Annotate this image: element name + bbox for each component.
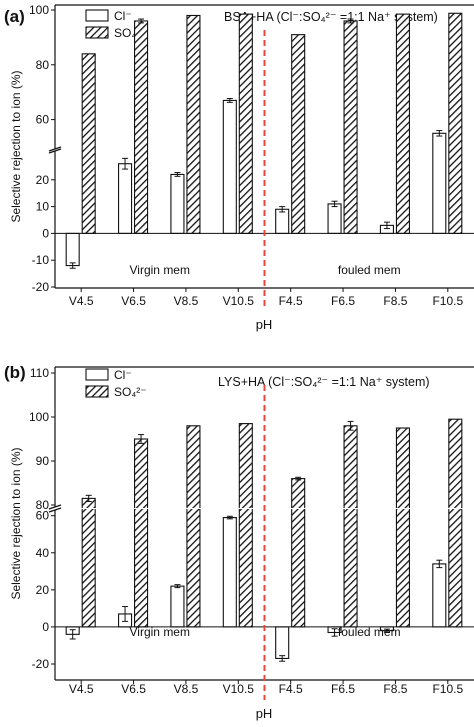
bar-so4-F10.5: [448, 418, 463, 628]
x-tick-label: V10.5: [223, 682, 255, 696]
panel-a-label: (a): [4, 7, 25, 26]
bar-so4-V10.5: [238, 13, 253, 234]
y-tick-label: 60: [36, 509, 50, 523]
axis-break-mark: [48, 507, 62, 513]
axis-break-mark: [48, 146, 62, 152]
x-tick-label: F10.5: [432, 682, 463, 696]
bar-so4-V10.5: [238, 423, 253, 628]
bar-cl-F6.5: [327, 203, 342, 234]
chart-panel-b: (b) LYS+HA (Cl⁻:SO₄²⁻ =1:1 Na⁺ system) S…: [4, 363, 474, 721]
x-tick-label: F8.5: [383, 682, 407, 696]
y-tick-label: 100: [29, 3, 49, 17]
bar-cl-F10.5: [432, 563, 447, 628]
bar-cl-V8.5: [170, 173, 185, 234]
bar-cl-V6.5: [118, 163, 133, 234]
y-tick-label: 0: [42, 620, 49, 634]
bar-so4-V6.5: [134, 438, 149, 628]
bar-so4-F6.5: [343, 20, 358, 234]
bar-so4-F6.5: [343, 425, 358, 628]
x-tick-label: F6.5: [331, 294, 355, 308]
legend-swatch: [85, 368, 109, 381]
panel-b-ylabel: Selective rejection to ion (%): [9, 447, 23, 599]
y-tick-label: 60: [36, 113, 50, 127]
x-tick-label: V10.5: [223, 294, 255, 308]
region-label-fouled: fouled mem: [338, 263, 401, 277]
panel-b-label: (b): [4, 363, 26, 382]
legend-swatch: [85, 385, 109, 398]
x-tick-label: F4.5: [279, 682, 303, 696]
axis-break-gap: [49, 149, 61, 151]
panel-b-xlabel: pH: [256, 706, 273, 721]
panel-b-legend: Cl⁻ SO₄²⁻: [85, 368, 147, 399]
bar-so4-F4.5: [291, 34, 306, 234]
y-tick-label: 80: [36, 498, 50, 512]
bar-so4-F8.5: [395, 427, 410, 628]
x-tick-label: F4.5: [279, 294, 303, 308]
bar-so4-V8.5: [186, 425, 201, 628]
bar-so4-V4.5: [81, 497, 96, 628]
y-tick-label: -10: [32, 253, 50, 267]
x-tick-label: V8.5: [174, 682, 199, 696]
y-tick-label: 110: [30, 366, 49, 380]
y-tick-label: 20: [36, 583, 50, 597]
panel-b-title: LYS+HA (Cl⁻:SO₄²⁻ =1:1 Na⁺ system): [218, 375, 430, 389]
legend-entry: Cl⁻: [114, 9, 132, 23]
bar-so4-V8.5: [186, 14, 201, 234]
panel-a-bars: [65, 12, 463, 269]
y-tick-label: 10: [36, 200, 50, 214]
bar-cl-V4.5: [65, 232, 80, 267]
bar-cl-F10.5: [432, 132, 447, 234]
legend-entry: SO₄²⁻: [114, 385, 147, 399]
y-tick-label: 80: [36, 58, 50, 72]
region-label-virgin: Virgin mem: [130, 263, 190, 277]
bar-so4-F10.5: [448, 12, 463, 234]
x-tick-label: F6.5: [331, 682, 355, 696]
bar-cl-F4.5: [275, 208, 290, 234]
y-tick-label: 100: [29, 410, 49, 424]
panel-a-xlabel: pH: [256, 317, 273, 332]
axis-break-mark: [48, 504, 62, 510]
bar-cl-V10.5: [222, 517, 237, 628]
region-label-fouled: fouled mem: [338, 625, 401, 639]
legend-swatch: [85, 26, 109, 39]
bar-cl-V10.5: [222, 99, 237, 234]
y-tick-label: 40: [36, 546, 50, 560]
region-label-virgin: Virgin mem: [130, 625, 190, 639]
y-tick-label: -20: [32, 280, 50, 294]
bar-so4-V6.5: [134, 20, 149, 234]
y-tick-label: 90: [36, 454, 50, 468]
x-tick-label: F10.5: [432, 294, 463, 308]
x-tick-label: V6.5: [121, 682, 146, 696]
bar-so4-F8.5: [395, 13, 410, 234]
y-tick-label: -20: [32, 657, 50, 671]
panel-a-axes: -20 -10 0 10 20 60 80 100 V4.5 V6.5 V8.5 V10.5 F4.5 F…: [29, 3, 474, 310]
panel-a-ylabel: Selective rejection to ion (%): [9, 70, 23, 222]
x-tick-label: V8.5: [174, 294, 199, 308]
legend-entry: Cl⁻: [114, 368, 132, 382]
axis-break-gap: [49, 507, 61, 510]
bar-cl-F4.5: [275, 626, 290, 659]
bar-cl-V8.5: [170, 585, 185, 628]
bar-so4-F4.5: [291, 478, 306, 628]
legend-swatch: [85, 9, 109, 22]
y-tick-label: 0: [42, 226, 49, 240]
chart-panel-a: (a) BSA+HA (Cl⁻:SO₄²⁻ =1:1 Na⁺ system) S…: [4, 3, 474, 332]
axis-break-mark: [48, 148, 62, 154]
x-tick-label: F8.5: [383, 294, 407, 308]
bar-so4-V4.5: [81, 53, 96, 234]
x-tick-label: V6.5: [121, 294, 146, 308]
panel-a-title: BSA+HA (Cl⁻:SO₄²⁻ =1:1 Na⁺ system): [224, 10, 438, 24]
y-tick-label: 20: [36, 173, 50, 187]
x-tick-label: V4.5: [69, 294, 94, 308]
x-tick-label: V4.5: [69, 682, 94, 696]
